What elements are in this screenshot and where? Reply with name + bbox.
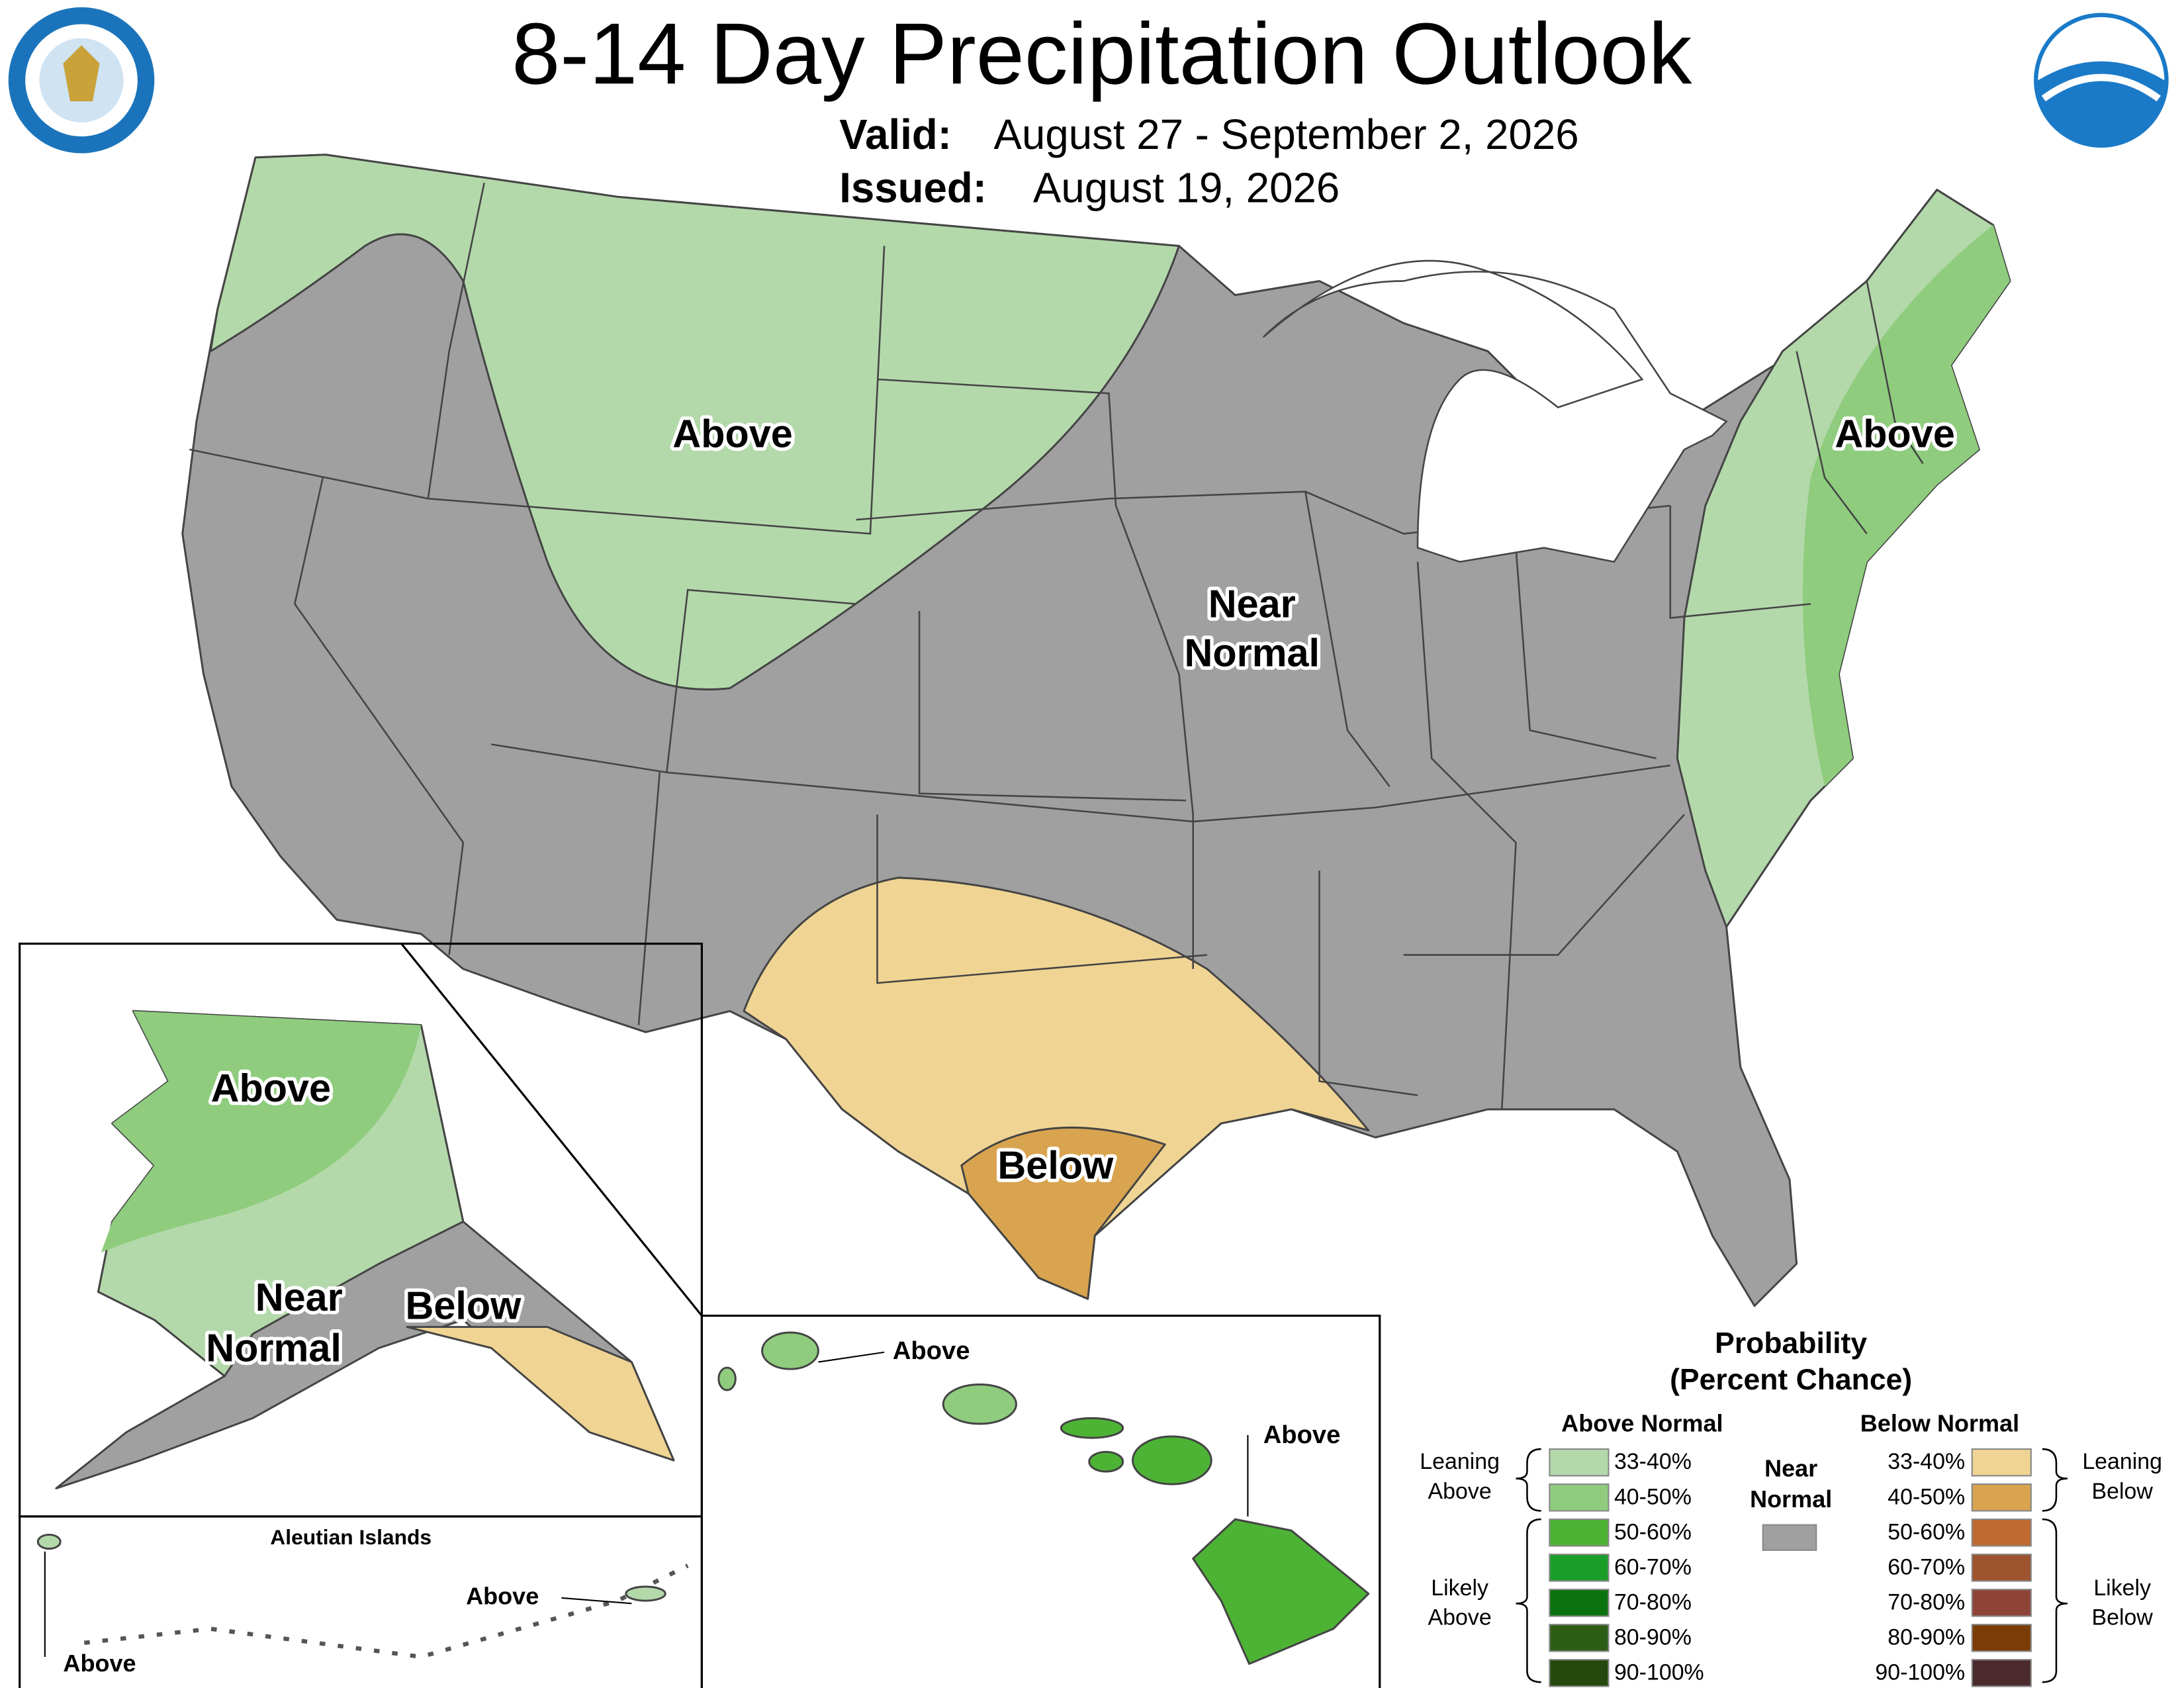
bracket-label: Leaning xyxy=(2082,1449,2162,1474)
legend-title: (Percent Chance) xyxy=(1670,1364,1912,1396)
region-label: Below xyxy=(997,1143,1114,1188)
bracket-label: Below xyxy=(2091,1479,2153,1504)
legend-swatch xyxy=(1549,1554,1610,1582)
legend-bin-label: 50-60% xyxy=(1614,1519,1692,1544)
legend-heading: Normal xyxy=(1750,1485,1832,1513)
legend-swatch xyxy=(1971,1519,2032,1547)
legend-bin-label: 80-90% xyxy=(1614,1624,1692,1650)
legend-swatch xyxy=(1971,1554,2032,1582)
legend-heading: Below Normal xyxy=(1860,1410,2019,1437)
valid-label: Valid: xyxy=(839,111,952,158)
legend-bin-label: 40-50% xyxy=(1888,1484,1965,1509)
nw-above-area xyxy=(209,154,1180,690)
legend-bin-label: 33-40% xyxy=(1888,1449,1965,1474)
region-label: Below xyxy=(405,1284,522,1328)
legend-swatch xyxy=(1762,1524,1817,1551)
region-label: Near xyxy=(1208,581,1296,626)
bracket-label: Below xyxy=(2091,1605,2153,1630)
bracket-label: Leaning xyxy=(1420,1449,1500,1474)
great-lakes xyxy=(1262,259,1728,563)
bracket-label: Likely xyxy=(1431,1575,1488,1601)
legend-bin-label: 90-100% xyxy=(1614,1660,1704,1685)
region-label: Above xyxy=(1263,1421,1341,1449)
legend-swatch xyxy=(1971,1448,2032,1477)
legend-bin-label: 60-70% xyxy=(1888,1554,1965,1579)
tx-below-40 xyxy=(960,1126,1166,1300)
valid-date: August 27 - September 2, 2026 xyxy=(994,111,1579,158)
legend-swatch xyxy=(1549,1483,1610,1512)
legend-swatch xyxy=(1549,1624,1610,1652)
alaska-inset: Above Near Normal Below xyxy=(19,942,704,1518)
legend-swatch xyxy=(1549,1589,1610,1617)
region-label: Above xyxy=(1835,412,1954,456)
conus: Above Above Near Normal Below xyxy=(181,154,2011,1307)
legend-bin-label: 80-90% xyxy=(1888,1624,1965,1650)
legend-bin-label: 70-80% xyxy=(1888,1589,1965,1615)
region-label: Near xyxy=(255,1275,343,1319)
bracket-label: Likely xyxy=(2093,1575,2151,1601)
legend-swatch xyxy=(1549,1659,1610,1687)
legend-bin-label: 50-60% xyxy=(1888,1519,1965,1544)
region-label: Above xyxy=(466,1582,539,1609)
region-label: Above xyxy=(893,1336,970,1365)
legend-swatch xyxy=(1971,1589,2032,1617)
legend-swatch xyxy=(1971,1659,2032,1687)
hawaii-inset: Above Above xyxy=(700,1315,1381,1688)
tx-below-area xyxy=(743,876,1370,1300)
legend-title: Probability xyxy=(1715,1327,1867,1360)
doc-logo xyxy=(8,7,155,154)
bracket-label: Above xyxy=(1428,1479,1492,1504)
issued-label: Issued: xyxy=(839,165,987,212)
legend-swatch xyxy=(1549,1448,1610,1477)
inset-title: Aleutian Islands xyxy=(270,1525,432,1549)
legend-bin-label: 60-70% xyxy=(1614,1554,1692,1579)
region-label: Above xyxy=(672,412,792,456)
region-label: Normal xyxy=(206,1325,341,1370)
legend-heading: Near xyxy=(1764,1454,1817,1481)
legend-swatch xyxy=(1549,1519,1610,1547)
region-label: Above xyxy=(211,1066,331,1110)
ne-above-40 xyxy=(1802,224,2011,787)
legend-bin-label: 40-50% xyxy=(1614,1484,1692,1509)
region-label: Above xyxy=(63,1650,136,1677)
bracket-label: Above xyxy=(1428,1605,1492,1630)
legend: Probability (Percent Chance) Above Norma… xyxy=(1420,1327,2162,1687)
noaa-logo xyxy=(2034,13,2169,148)
region-label: Normal xyxy=(1184,630,1320,675)
legend-bin-label: 70-80% xyxy=(1614,1589,1692,1615)
legend-heading: Above Normal xyxy=(1561,1410,1723,1437)
legend-swatch xyxy=(1971,1624,2032,1652)
issued-date: August 19, 2026 xyxy=(1033,165,1340,212)
aleutian-inset: Aleutian Islands Above Above xyxy=(19,1515,704,1688)
legend-brackets xyxy=(1516,1448,2068,1683)
title: 8-14 Day Precipitation Outlook xyxy=(512,5,1692,102)
legend-bin-label: 33-40% xyxy=(1614,1449,1692,1474)
legend-swatch xyxy=(1971,1483,2032,1512)
legend-bin-label: 90-100% xyxy=(1875,1660,1965,1685)
